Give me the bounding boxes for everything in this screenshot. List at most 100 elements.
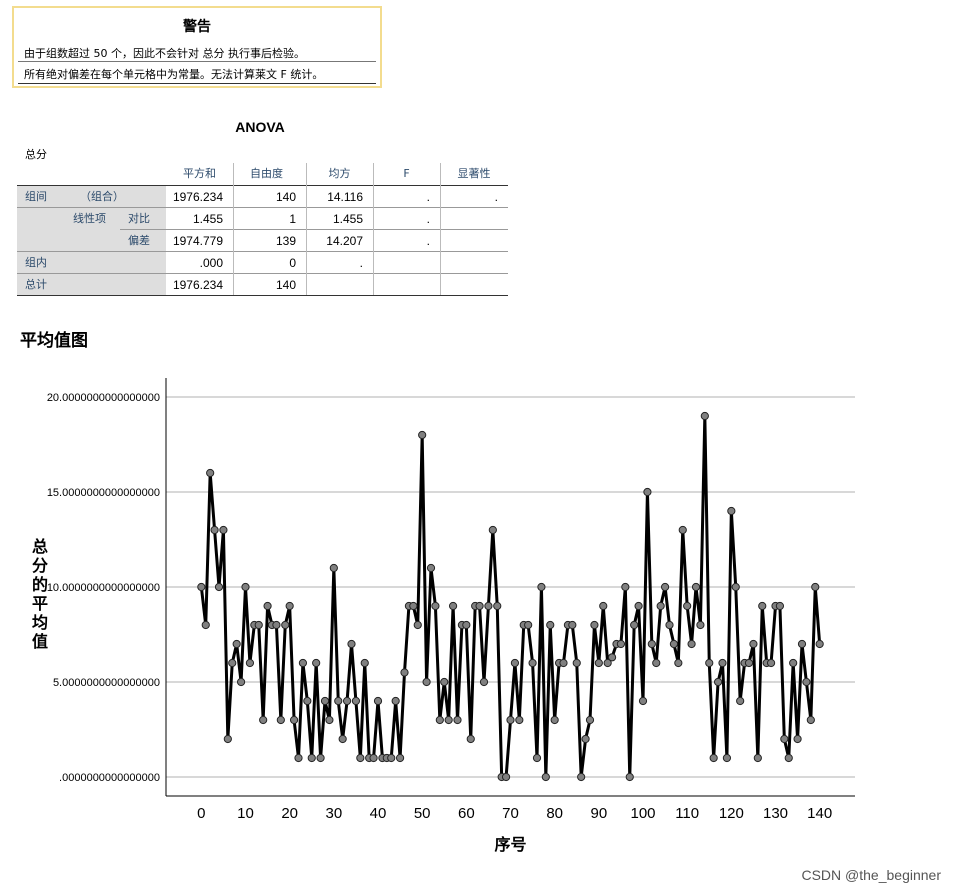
cell-ss: 1976.234 [172,190,223,204]
data-point [603,658,612,668]
data-point [373,696,383,706]
header-sum-of-squares: 平方和 [183,167,216,180]
data-point [426,563,436,573]
data-point [259,715,268,725]
data-point [475,601,484,611]
data-point [630,620,639,630]
data-point [395,753,405,763]
cell-df: 140 [275,190,296,204]
data-point [722,753,732,763]
cell-df: 1 [289,212,296,226]
table-row-rule [120,229,508,230]
x-tick-label: 30 [325,805,342,822]
x-tick-label: 80 [546,805,563,822]
x-tick-label: 100 [630,805,655,822]
data-point [665,620,674,630]
table-bottom-rule [17,295,508,296]
data-point [369,753,378,763]
data-point [780,734,789,744]
cell-ms: 1.455 [332,212,363,226]
warning-bottom-rule [18,83,376,84]
data-point [559,658,568,668]
data-point [753,753,762,763]
data-point [638,696,648,706]
data-point [643,487,652,497]
anova-title: ANOVA [235,119,285,135]
table-col-rule [440,163,441,295]
data-point [634,601,643,611]
data-point [289,715,299,725]
data-point [700,411,709,421]
data-point [811,582,820,592]
data-point [356,753,365,763]
data-point [236,677,246,687]
row-deviation: 偏差 [128,234,150,247]
data-point [532,753,542,763]
x-axis-label: 序号 [494,835,526,854]
data-point [691,582,701,592]
data-point [298,658,308,668]
data-point [462,620,471,630]
data-point [409,601,418,611]
data-point [736,696,745,706]
data-point [312,658,321,668]
data-point [656,601,665,611]
data-point [488,525,497,535]
data-point [537,582,546,592]
anova-table: 平方和 自由度 均方 F 显著性 组间 （组合） 线性项 对比 偏差 组内 总计… [17,163,508,296]
data-point [479,677,489,687]
watermark: CSDN @the_beginner [801,867,941,883]
data-point [718,658,727,668]
data-point [316,753,325,763]
data-point [338,734,347,744]
data-point [448,601,458,611]
table-header-rule [17,185,508,186]
data-point [647,639,656,649]
data-point [484,601,493,611]
data-point [727,506,736,516]
data-point [223,734,232,744]
warning-box: 警告 由于组数超过 50 个，因此不会针对 总分 执行事后检验。 所有绝对偏差在… [12,6,382,88]
data-point [616,639,626,649]
data-point [784,753,793,763]
data-point [320,696,330,706]
data-point [263,601,272,611]
anova-variable: 总分 [25,148,47,161]
row-label-column [17,185,166,295]
data-point [797,639,807,649]
data-point [696,620,705,630]
y-axis-label: 总分的平均值 [32,537,48,651]
data-point [572,658,581,668]
data-point [272,620,281,630]
warning-divider [18,61,376,62]
means-line-chart: .0000000000000000 5.0000000000000000 10.00… [32,378,855,854]
cell-ss: .000 [199,256,223,270]
data-point [674,658,683,668]
data-point [219,525,228,535]
data-point [789,658,798,668]
x-tick-label: 10 [237,805,254,822]
row-linear-term: 线性项 [73,212,106,225]
data-point [607,653,617,662]
data-point [435,715,444,725]
data-point [568,620,577,630]
y-tick-label: 15.0000000000000000 [47,487,160,499]
cell-df: 140 [275,278,296,292]
data-point [334,696,343,706]
x-tick-label: 70 [502,805,519,822]
data-point [197,582,206,592]
data-point [758,601,767,611]
y-tick-label: 20.0000000000000000 [47,392,160,404]
data-point [210,525,219,535]
warning-line-1: 由于组数超过 50 个，因此不会针对 总分 执行事后检验。 [24,47,305,60]
warning-title: 警告 [183,19,211,35]
data-point [766,658,776,668]
data-point [660,582,670,592]
data-point [418,430,427,440]
table-row-rule [17,251,508,252]
data-point [453,715,462,725]
data-point [228,658,237,668]
x-tick-label: 90 [590,805,607,822]
data-point [391,696,400,706]
data-point [506,715,515,725]
